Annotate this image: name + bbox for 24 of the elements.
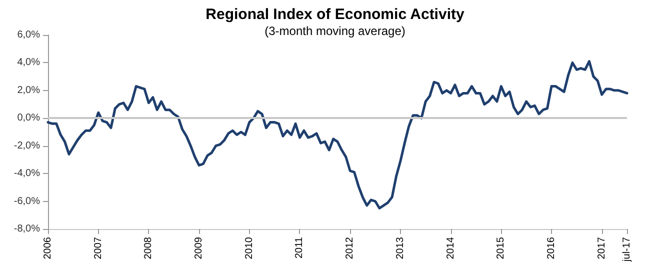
x-tick-label: 2011 <box>294 236 306 259</box>
x-tick-label: 2009 <box>194 236 205 260</box>
chart-subtitle: (3-month moving average) <box>264 24 406 38</box>
x-tick-label: 2013 <box>394 236 406 260</box>
x-tick-label: 2006 <box>42 236 54 260</box>
x-tick-label: jul-17 <box>622 236 632 262</box>
y-tick-label: -2,0% <box>14 140 40 152</box>
x-tick-label: 2012 <box>344 236 356 260</box>
x-tick-label: 2014 <box>445 236 456 260</box>
y-tick-label: -6,0% <box>14 196 40 207</box>
x-tick-label: 2016 <box>546 236 557 260</box>
y-tick-label: 2,0% <box>17 84 40 96</box>
y-tick-label: -8,0% <box>14 224 40 234</box>
chart-title: Regional Index of Economic Activity <box>206 6 465 23</box>
x-tick-label: 2010 <box>244 236 255 260</box>
y-tick-label: 6,0% <box>17 30 40 40</box>
line-series <box>46 60 628 210</box>
x-tick-label: 2017 <box>596 236 608 260</box>
y-tick-label: 4,0% <box>17 57 40 68</box>
x-tick-label: 2007 <box>92 236 104 260</box>
x-tick-label: 2008 <box>143 236 154 260</box>
y-tick-label: -4,0% <box>14 168 40 180</box>
y-tick-label: 0,0% <box>17 112 40 124</box>
x-tick-label: 2015 <box>496 236 507 260</box>
